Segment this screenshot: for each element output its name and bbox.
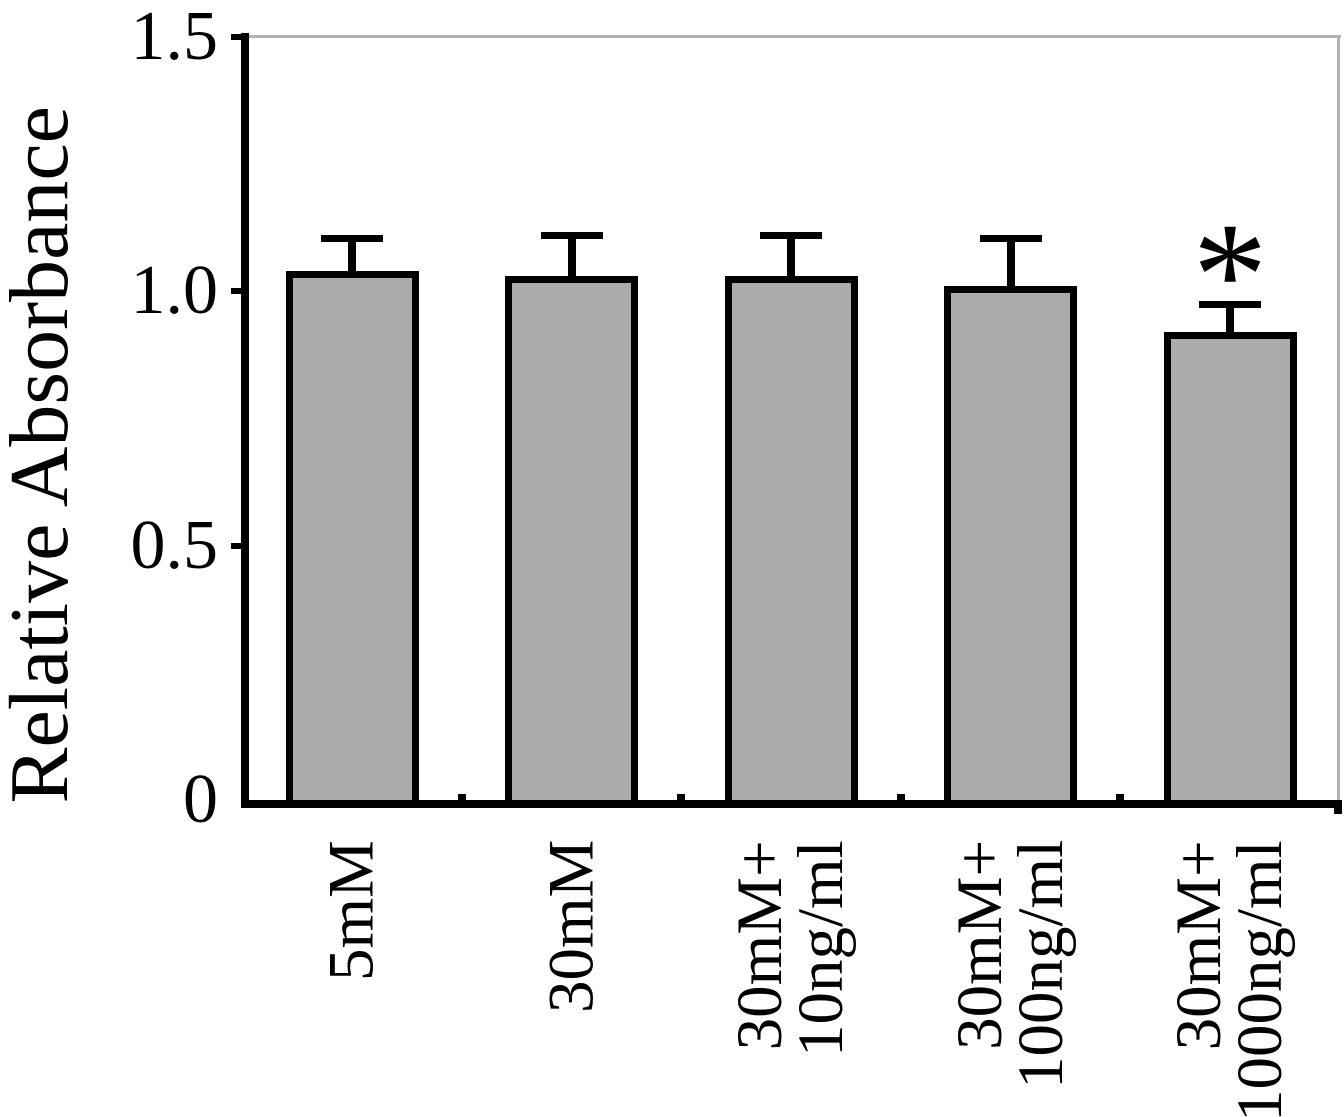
bar: [724, 276, 858, 800]
bar: [944, 286, 1077, 800]
y-axis-line: [241, 33, 249, 808]
x-tick-label-text: 30mM: [535, 839, 607, 1013]
bar: [285, 271, 419, 800]
y-tick-label: 1.5: [130, 0, 219, 75]
y-tick: [231, 288, 241, 294]
x-boundary-tick: [1116, 794, 1125, 800]
y-tick: [231, 33, 241, 40]
x-axis-line: [241, 800, 1342, 808]
y-axis-title-text: Relative Absorbance: [0, 106, 86, 804]
error-bar-cap: [321, 235, 383, 242]
plot-frame-top-line: [249, 35, 1341, 38]
y-tick: [231, 542, 241, 549]
x-boundary-tick: [677, 794, 686, 800]
x-axis-end-tick: [1334, 808, 1342, 814]
x-tick-label-text: 30mM+ 10ng/ml: [724, 840, 857, 1057]
error-bar-cap: [760, 232, 822, 239]
error-bar-stem: [1226, 301, 1234, 332]
error-bar-stem: [787, 232, 795, 276]
significance-asterisk: *: [1192, 192, 1268, 358]
y-tick-label: 0: [183, 761, 218, 838]
error-bar-cap: [540, 232, 603, 239]
x-boundary-tick: [457, 794, 466, 800]
x-tick-label-text: 30mM+ 1000ng/ml: [1163, 840, 1296, 1117]
plot-frame-right-line: [1337, 35, 1340, 800]
x-boundary-tick: [896, 794, 905, 800]
error-bar-cap: [979, 235, 1042, 242]
error-bar-cap: [1199, 301, 1261, 308]
error-bar-stem: [348, 235, 356, 271]
error-bar-stem: [1006, 235, 1015, 286]
x-tick-label-text: 30mM+ 100ng/ml: [943, 839, 1077, 1089]
y-tick-label: 1.0: [130, 252, 219, 329]
error-bar-stem: [567, 232, 576, 276]
bar: [1163, 332, 1297, 800]
bar: [505, 276, 638, 800]
y-tick-label: 0.5: [130, 506, 219, 584]
x-tick-label-text: 5mM: [315, 840, 388, 981]
